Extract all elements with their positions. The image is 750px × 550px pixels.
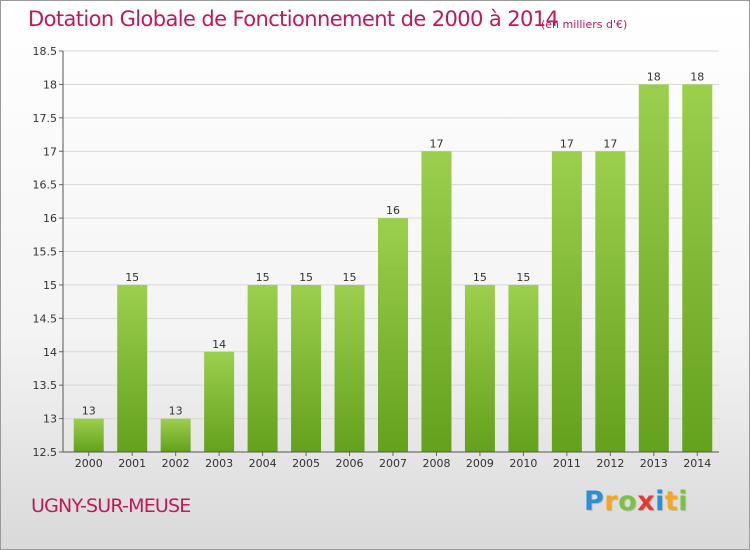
x-tick-label: 2002: [162, 457, 190, 470]
y-tick-label: 15.5: [33, 246, 58, 259]
bar-2005: [291, 284, 322, 452]
bar-value-label: 15: [473, 271, 487, 284]
x-tick-label: 2004: [249, 457, 277, 470]
x-tick-label: 2003: [205, 457, 233, 470]
bar-value-label: 15: [125, 271, 139, 284]
x-tick-label: 2001: [118, 457, 146, 470]
bar-2010: [508, 284, 539, 452]
chart-unit: (en milliers d'€): [541, 18, 628, 31]
bar-value-label: 17: [603, 137, 617, 150]
y-tick-label: 14: [43, 346, 57, 359]
logo-letter: i: [678, 486, 689, 517]
bar-value-label: 15: [299, 271, 313, 284]
y-tick-label: 18: [43, 78, 57, 91]
bar-value-label: 18: [690, 70, 704, 83]
x-tick-label: 2005: [292, 457, 320, 470]
bar-2011: [551, 151, 582, 452]
bar-value-label: 17: [429, 137, 443, 150]
bar-2001: [117, 284, 148, 452]
logo-letter: x: [637, 486, 656, 517]
bar-2003: [204, 351, 235, 452]
bar-value-label: 13: [82, 405, 96, 418]
proxiti-logo[interactable]: Proxiti: [584, 486, 688, 517]
x-tick-label: 2008: [422, 457, 450, 470]
logo-letter: i: [655, 486, 665, 517]
logo-letter: r: [604, 486, 619, 517]
y-tick-label: 17: [43, 145, 57, 158]
bar-2000: [73, 418, 104, 452]
bar-2008: [421, 151, 452, 452]
commune-name: UGNY-SUR-MEUSE: [31, 495, 191, 517]
x-tick-label: 2011: [553, 457, 581, 470]
bar-2012: [595, 151, 626, 452]
x-tick-label: 2009: [466, 457, 494, 470]
bar-2004: [247, 284, 278, 452]
x-tick-label: 2007: [379, 457, 407, 470]
y-tick-label: 13: [43, 413, 57, 426]
bar-value-label: 14: [212, 338, 226, 351]
logo-letter: o: [618, 486, 638, 517]
x-tick-label: 2006: [336, 457, 364, 470]
y-tick-label: 12.5: [33, 446, 58, 459]
y-tick-label: 17.5: [33, 112, 58, 125]
y-tick-label: 16: [43, 212, 57, 225]
bar-value-label: 18: [647, 70, 661, 83]
bar-2014: [682, 84, 713, 453]
bar-value-label: 15: [343, 271, 357, 284]
logo-letter: t: [664, 486, 679, 517]
bar-2013: [638, 84, 669, 453]
logo-letter: P: [584, 486, 605, 517]
bar-value-label: 15: [256, 271, 270, 284]
bar-value-label: 16: [386, 204, 400, 217]
y-tick-label: 18.5: [33, 45, 58, 58]
chart-title: Dotation Globale de Fonctionnement de 20…: [28, 7, 559, 31]
x-tick-label: 2013: [640, 457, 668, 470]
x-tick-label: 2012: [596, 457, 624, 470]
y-tick-label: 14.5: [33, 312, 58, 325]
x-tick-label: 2000: [75, 457, 103, 470]
y-tick-label: 13.5: [33, 379, 58, 392]
y-tick-label: 16.5: [33, 179, 58, 192]
bar-2002: [160, 418, 191, 452]
bar-2007: [378, 218, 408, 452]
x-tick-label: 2014: [683, 457, 711, 470]
y-tick-label: 15: [43, 279, 57, 292]
bar-value-label: 13: [169, 405, 183, 418]
x-tick-label: 2010: [509, 457, 537, 470]
bar-value-label: 17: [560, 137, 574, 150]
bar-value-label: 15: [516, 271, 530, 284]
bar-2009: [464, 284, 495, 452]
bar-2006: [334, 284, 365, 452]
